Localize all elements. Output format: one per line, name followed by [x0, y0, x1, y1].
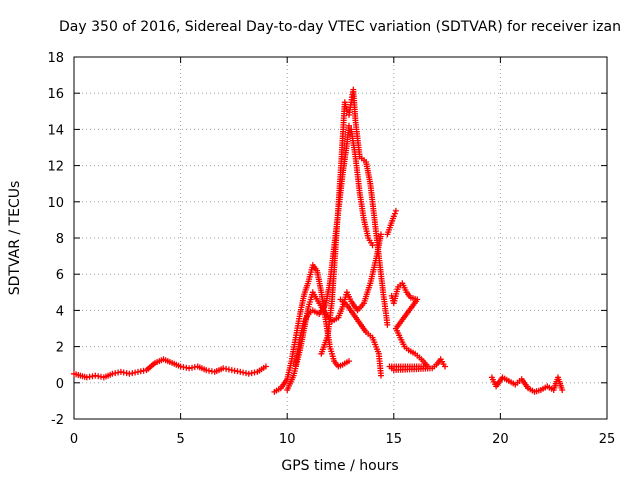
- series-arc-E: [337, 296, 384, 379]
- data-point: [559, 387, 566, 393]
- data-points: [71, 86, 566, 395]
- x-axis-tick-labels: 0 5 10 15 20 25: [70, 432, 615, 447]
- y-tick-label: 2: [56, 341, 64, 356]
- series-post-peak-arcs: [384, 207, 448, 374]
- x-tick-label: 10: [279, 432, 296, 447]
- x-tick-label: 0: [70, 432, 78, 447]
- y-axis-title: SDTVAR / TECUs: [7, 181, 23, 296]
- data-point: [378, 231, 384, 238]
- axis-ticks: [73, 56, 608, 420]
- y-tick-label: 12: [47, 160, 64, 175]
- data-point: [378, 372, 384, 379]
- y-tick-label: 10: [47, 196, 64, 211]
- data-point: [346, 122, 352, 129]
- series-arc-D: [318, 86, 391, 357]
- y-tick-label: 6: [56, 268, 64, 283]
- data-point: [123, 370, 130, 377]
- data-point: [442, 363, 448, 370]
- y-tick-label: -2: [51, 413, 64, 428]
- series-baseline-late: [488, 374, 566, 395]
- x-tick-label: 15: [386, 432, 403, 447]
- data-point: [262, 363, 269, 370]
- series-arc-C: [292, 122, 376, 368]
- data-point: [346, 358, 352, 365]
- y-tick-label: 0: [56, 377, 64, 392]
- data-point: [109, 370, 116, 377]
- x-tick-label: 25: [599, 432, 616, 447]
- data-point: [126, 370, 133, 377]
- x-tick-label: 5: [176, 432, 184, 447]
- x-tick-label: 20: [492, 432, 509, 447]
- data-point: [391, 210, 398, 217]
- data-point: [384, 321, 391, 328]
- y-tick-label: 14: [47, 123, 64, 138]
- data-point: [392, 207, 399, 214]
- y-tick-label: 8: [56, 232, 64, 247]
- y-tick-label: 16: [47, 87, 64, 102]
- y-tick-label: 4: [56, 304, 64, 319]
- series-baseline-early: [71, 356, 269, 381]
- chart-title: Day 350 of 2016, Sidereal Day-to-day VTE…: [59, 19, 621, 35]
- x-axis-title: GPS time / hours: [281, 458, 398, 474]
- y-tick-label: 18: [47, 51, 64, 66]
- data-point: [243, 370, 249, 377]
- series-arc-A: [271, 262, 352, 395]
- data-point: [390, 213, 397, 220]
- data-point: [245, 370, 252, 377]
- y-axis-tick-labels: -2 0 2 4 6 8 10 12 14 16 18: [47, 51, 64, 428]
